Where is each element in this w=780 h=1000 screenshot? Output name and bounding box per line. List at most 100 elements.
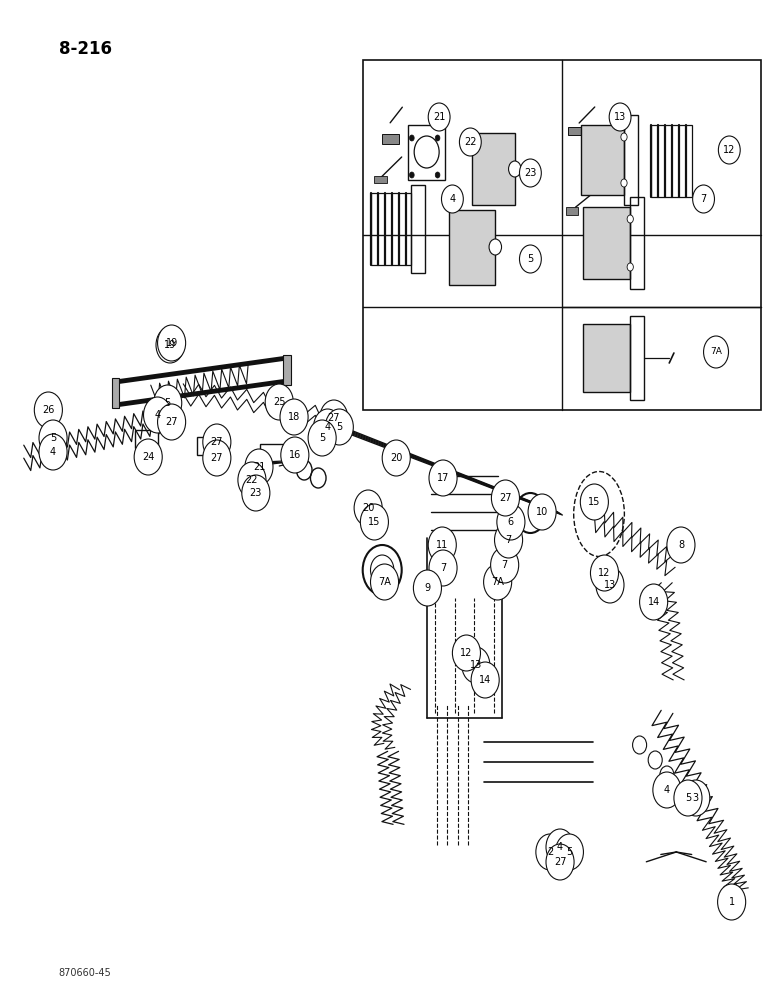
Text: 26: 26	[42, 405, 55, 415]
Circle shape	[471, 662, 499, 698]
Circle shape	[627, 263, 633, 271]
Text: 4: 4	[324, 422, 331, 432]
Text: 7: 7	[440, 563, 446, 573]
Circle shape	[429, 460, 457, 496]
Circle shape	[580, 484, 608, 520]
Text: 12: 12	[460, 648, 473, 658]
Circle shape	[704, 336, 729, 368]
Text: 7A: 7A	[710, 348, 722, 357]
Circle shape	[718, 136, 740, 164]
Circle shape	[34, 392, 62, 428]
Text: 5: 5	[685, 793, 691, 803]
Circle shape	[238, 462, 266, 498]
Text: 23: 23	[524, 168, 537, 178]
Circle shape	[528, 494, 556, 530]
Text: 18: 18	[288, 412, 300, 422]
FancyBboxPatch shape	[581, 125, 624, 195]
Circle shape	[245, 449, 273, 485]
FancyBboxPatch shape	[363, 60, 760, 410]
FancyBboxPatch shape	[112, 378, 119, 408]
Circle shape	[428, 527, 456, 563]
Circle shape	[158, 404, 186, 440]
Text: 20: 20	[390, 453, 402, 463]
Text: 21: 21	[253, 462, 265, 472]
Circle shape	[156, 327, 184, 363]
Circle shape	[435, 135, 440, 141]
Circle shape	[441, 185, 463, 213]
Circle shape	[491, 480, 519, 516]
FancyBboxPatch shape	[568, 127, 582, 135]
Text: 27: 27	[328, 413, 340, 423]
Text: 21: 21	[433, 112, 445, 122]
Circle shape	[462, 647, 490, 683]
Text: 22: 22	[464, 137, 477, 147]
Text: 15: 15	[588, 497, 601, 507]
Circle shape	[495, 522, 523, 558]
Text: 13: 13	[614, 112, 626, 122]
Text: 5: 5	[165, 398, 171, 408]
Text: 27: 27	[165, 417, 178, 427]
Text: 9: 9	[424, 583, 431, 593]
Circle shape	[154, 385, 182, 421]
Text: 5: 5	[50, 433, 56, 443]
Circle shape	[428, 103, 450, 131]
Text: 5: 5	[527, 254, 534, 264]
FancyBboxPatch shape	[382, 134, 399, 144]
Circle shape	[497, 504, 525, 540]
Text: 5: 5	[566, 847, 573, 857]
Text: 14: 14	[647, 597, 660, 607]
Text: 27: 27	[211, 437, 223, 447]
Circle shape	[280, 399, 308, 435]
Circle shape	[410, 135, 414, 141]
Circle shape	[484, 564, 512, 600]
Text: 4: 4	[154, 410, 161, 420]
Circle shape	[413, 570, 441, 606]
Circle shape	[354, 490, 382, 526]
Text: 13: 13	[604, 580, 616, 590]
Circle shape	[489, 239, 502, 255]
Circle shape	[39, 420, 67, 456]
Text: 27: 27	[554, 857, 566, 867]
Text: 16: 16	[289, 450, 301, 460]
Circle shape	[435, 172, 440, 178]
Text: 12: 12	[723, 145, 736, 155]
Circle shape	[158, 325, 186, 361]
Circle shape	[39, 434, 67, 470]
Circle shape	[609, 103, 631, 131]
Circle shape	[621, 133, 627, 141]
Text: 22: 22	[246, 475, 258, 485]
Text: 4: 4	[664, 785, 670, 795]
Circle shape	[667, 527, 695, 563]
Circle shape	[134, 439, 162, 475]
Text: 12: 12	[598, 568, 611, 578]
Text: 17: 17	[437, 473, 449, 483]
Circle shape	[370, 564, 399, 600]
Circle shape	[242, 475, 270, 511]
Text: 24: 24	[142, 452, 154, 462]
Circle shape	[682, 780, 710, 816]
Circle shape	[519, 159, 541, 187]
Text: 6: 6	[508, 517, 514, 527]
Text: 25: 25	[273, 397, 285, 407]
Circle shape	[265, 384, 293, 420]
Text: 13: 13	[470, 660, 482, 670]
Circle shape	[314, 409, 342, 445]
Circle shape	[308, 420, 336, 456]
Circle shape	[674, 780, 702, 816]
Circle shape	[360, 504, 388, 540]
Circle shape	[459, 128, 481, 156]
Circle shape	[429, 550, 457, 586]
FancyBboxPatch shape	[283, 355, 291, 385]
Text: 7: 7	[700, 194, 707, 204]
Text: 4: 4	[50, 447, 56, 457]
FancyBboxPatch shape	[472, 133, 515, 205]
Circle shape	[281, 437, 309, 473]
Circle shape	[325, 409, 353, 445]
Circle shape	[546, 829, 574, 865]
Circle shape	[596, 567, 624, 603]
Text: 7A: 7A	[378, 577, 391, 587]
FancyBboxPatch shape	[583, 324, 630, 392]
Circle shape	[653, 772, 681, 808]
Circle shape	[382, 440, 410, 476]
Text: 23: 23	[250, 488, 262, 498]
